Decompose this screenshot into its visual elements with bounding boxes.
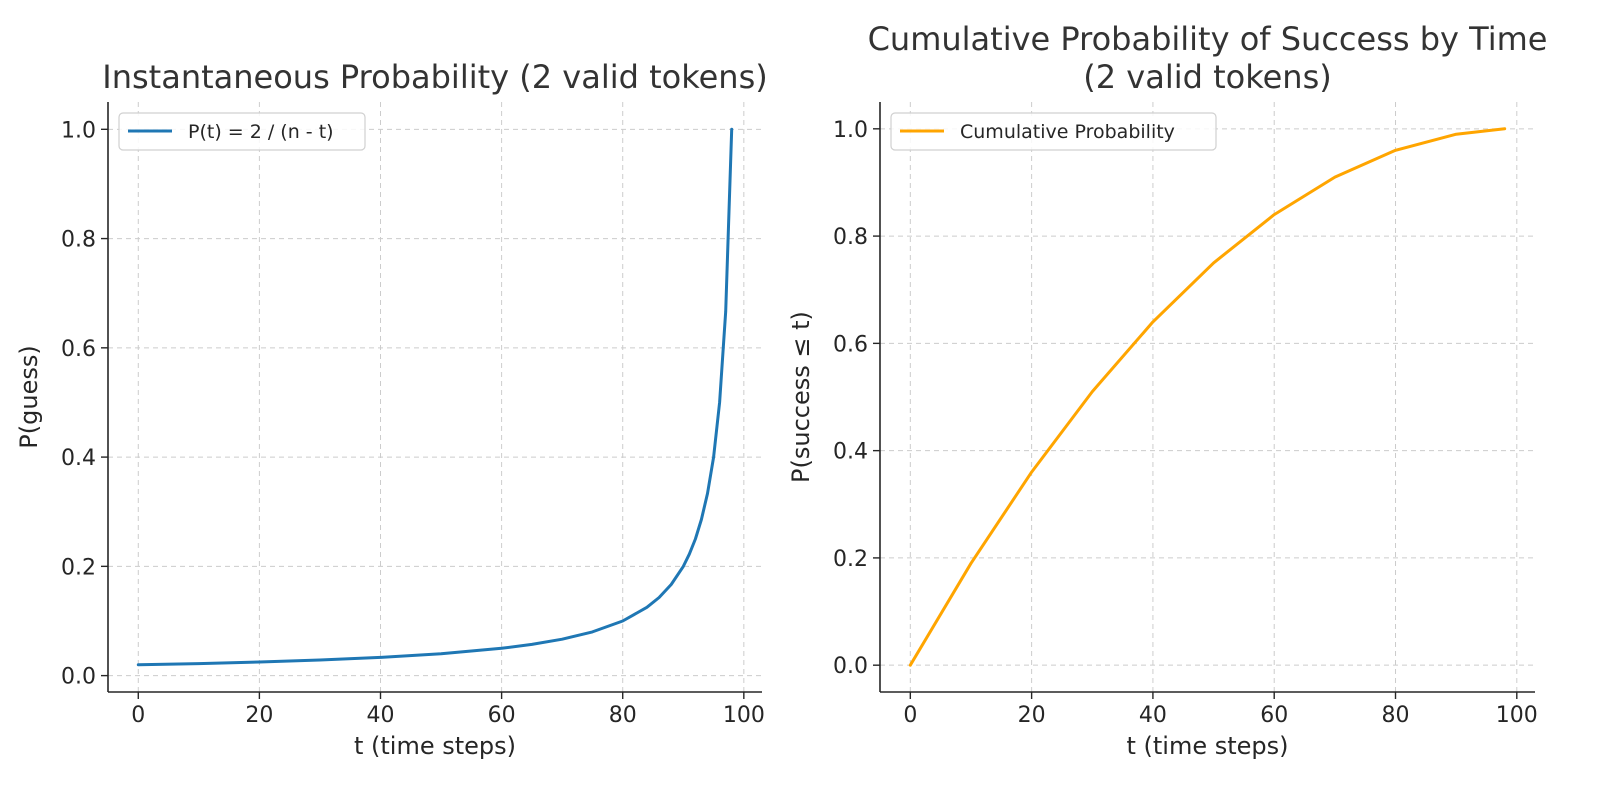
- y-tick-label: 1.0: [61, 118, 96, 143]
- y-tick-label: 0.4: [61, 446, 96, 471]
- x-tick-label: 60: [488, 703, 516, 728]
- x-tick-label: 20: [1018, 703, 1046, 728]
- x-tick-label: 100: [1496, 703, 1538, 728]
- series-line: [908, 127, 1507, 667]
- x-tick-label: 80: [609, 703, 637, 728]
- y-axis-label: P(guess): [15, 345, 43, 448]
- chart-title: Instantaneous Probability (2 valid token…: [102, 58, 767, 96]
- x-tick-label: 40: [367, 703, 395, 728]
- x-tick-label: 60: [1260, 703, 1288, 728]
- legend-box: [890, 112, 1217, 151]
- series-line: [136, 127, 734, 667]
- y-tick-label: 0.6: [833, 332, 868, 357]
- x-tick-label: 0: [131, 703, 145, 728]
- y-tick-label: 1.0: [833, 118, 868, 143]
- x-tick-label: 80: [1382, 703, 1410, 728]
- x-axis-label: t (time steps): [1126, 732, 1288, 760]
- chart-title: (2 valid tokens): [1083, 58, 1331, 96]
- x-tick-label: 40: [1139, 703, 1167, 728]
- chart-2: 0 20 40 60 80 100 0.0 0.2 0.4 0.6 0.8 1.0 Cumulative…: [787, 20, 1547, 760]
- legend-label: Cumulative Probability: [960, 121, 1175, 143]
- y-tick-label: 0.0: [61, 665, 96, 690]
- y-tick-label: 0.2: [833, 547, 868, 572]
- y-tick-label: 0.6: [61, 337, 96, 362]
- y-tick-label: 0.2: [61, 555, 96, 580]
- legend-box: [118, 112, 366, 151]
- chart-1: 0 20 40 60 80 100 0.0 0.2 0.4 0.6 0.8 1.0Instantane…: [15, 58, 768, 760]
- y-tick-label: 0.4: [833, 440, 868, 465]
- chart-title: Cumulative Probability of Success by Tim…: [868, 20, 1548, 58]
- x-tick-label: 20: [245, 703, 273, 728]
- x-tick-label: 100: [723, 703, 765, 728]
- y-axis-label: P(success ≤ t): [787, 311, 815, 483]
- x-tick-label: 0: [903, 703, 917, 728]
- x-axis-label: t (time steps): [354, 732, 516, 760]
- y-tick-label: 0.8: [61, 228, 96, 253]
- y-tick-label: 0.0: [833, 654, 868, 679]
- y-tick-label: 0.8: [833, 225, 868, 250]
- legend-label: P(t) = 2 / (n - t): [188, 121, 334, 143]
